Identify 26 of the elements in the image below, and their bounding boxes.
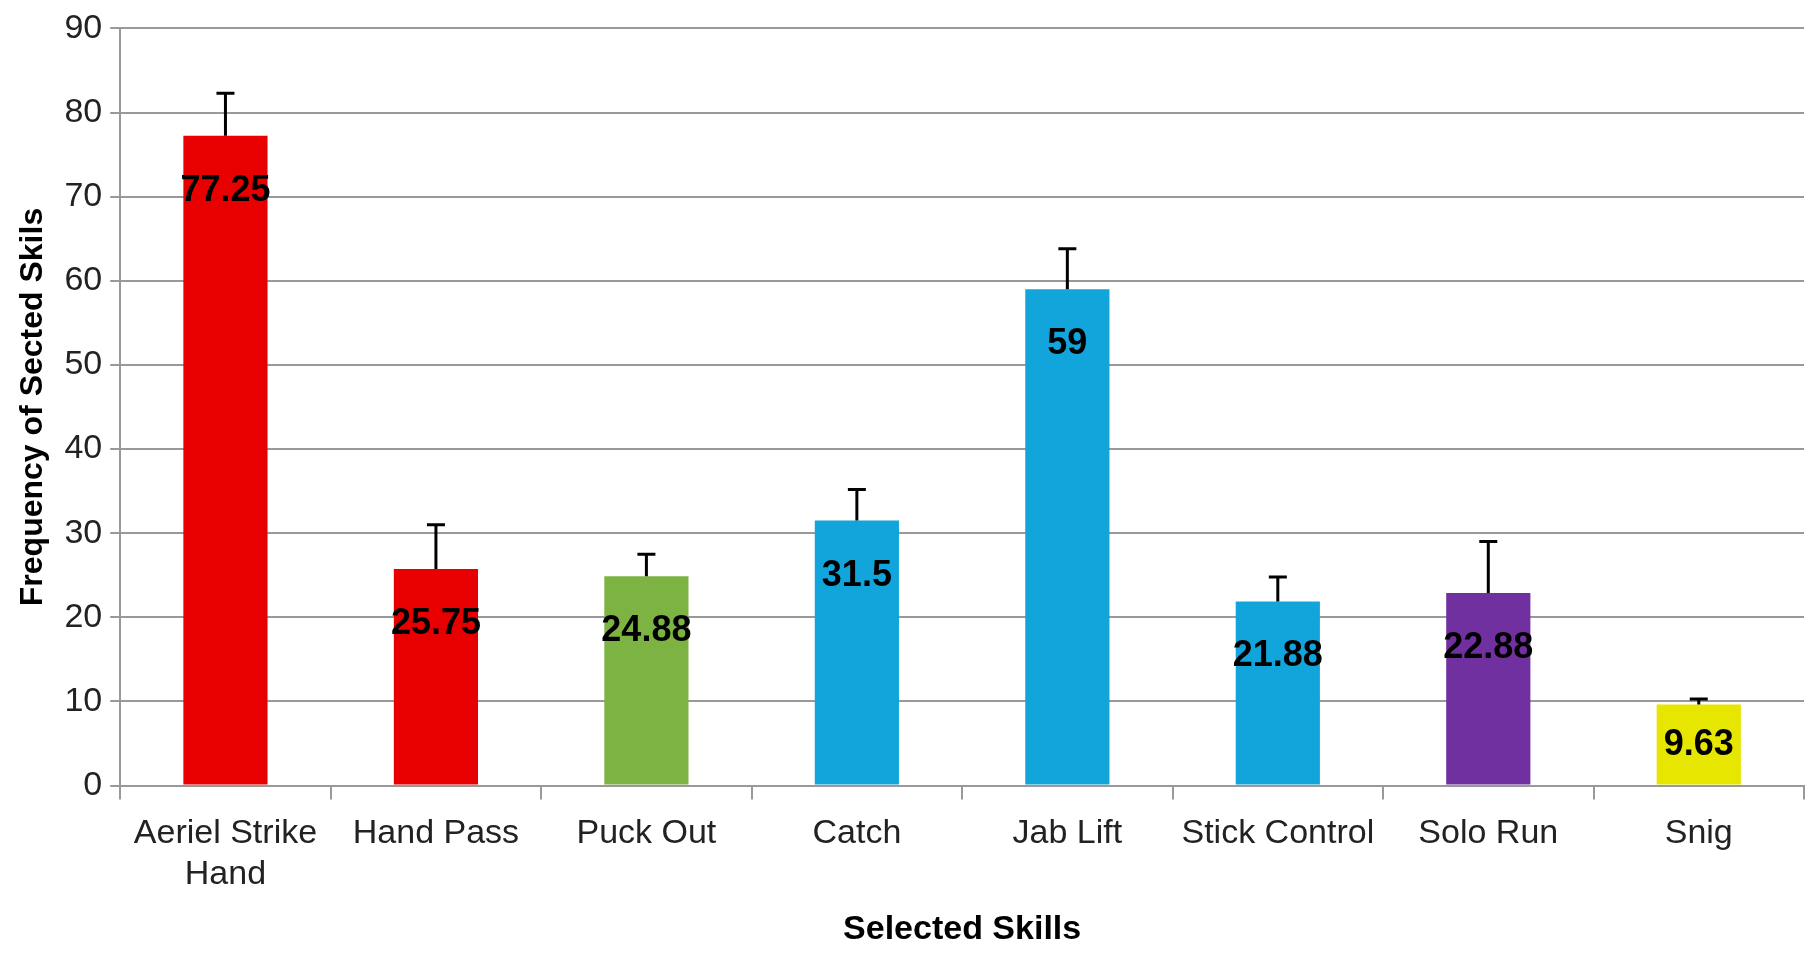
y-tick-label: 60 xyxy=(64,259,103,298)
y-tick-label: 30 xyxy=(64,511,103,550)
y-tick-label: 40 xyxy=(64,427,103,466)
x-tick-label: Jab Lift xyxy=(1012,812,1123,851)
x-tick-label: Hand Pass xyxy=(352,812,520,851)
x-axis-title: Selected Skills xyxy=(843,907,1082,946)
y-tick-label: 90 xyxy=(64,6,103,45)
x-tick-label: Snig xyxy=(1664,812,1733,851)
bar xyxy=(814,520,899,785)
y-tick-label: 70 xyxy=(64,175,103,214)
data-label: 9.63 xyxy=(1663,722,1734,764)
x-tick-label: Catch xyxy=(812,812,902,851)
x-tick-label: Aeriel Strike Hand xyxy=(133,812,318,892)
x-tick-label: Stick Control xyxy=(1181,812,1375,851)
y-axis-title: Frequency of Sected Skils xyxy=(13,207,50,607)
x-tick-label: Puck Out xyxy=(576,812,717,851)
bar xyxy=(183,135,268,785)
data-label: 59 xyxy=(1047,321,1088,363)
bar xyxy=(1025,289,1110,785)
data-label: 31.5 xyxy=(821,552,892,594)
y-tick-label: 10 xyxy=(64,679,103,718)
y-tick-label: 20 xyxy=(64,595,103,634)
y-tick-label: 50 xyxy=(64,343,103,382)
x-tick-label: Solo Run xyxy=(1418,812,1559,851)
y-tick-label: 80 xyxy=(64,90,103,129)
y-tick-label: 0 xyxy=(83,763,103,802)
